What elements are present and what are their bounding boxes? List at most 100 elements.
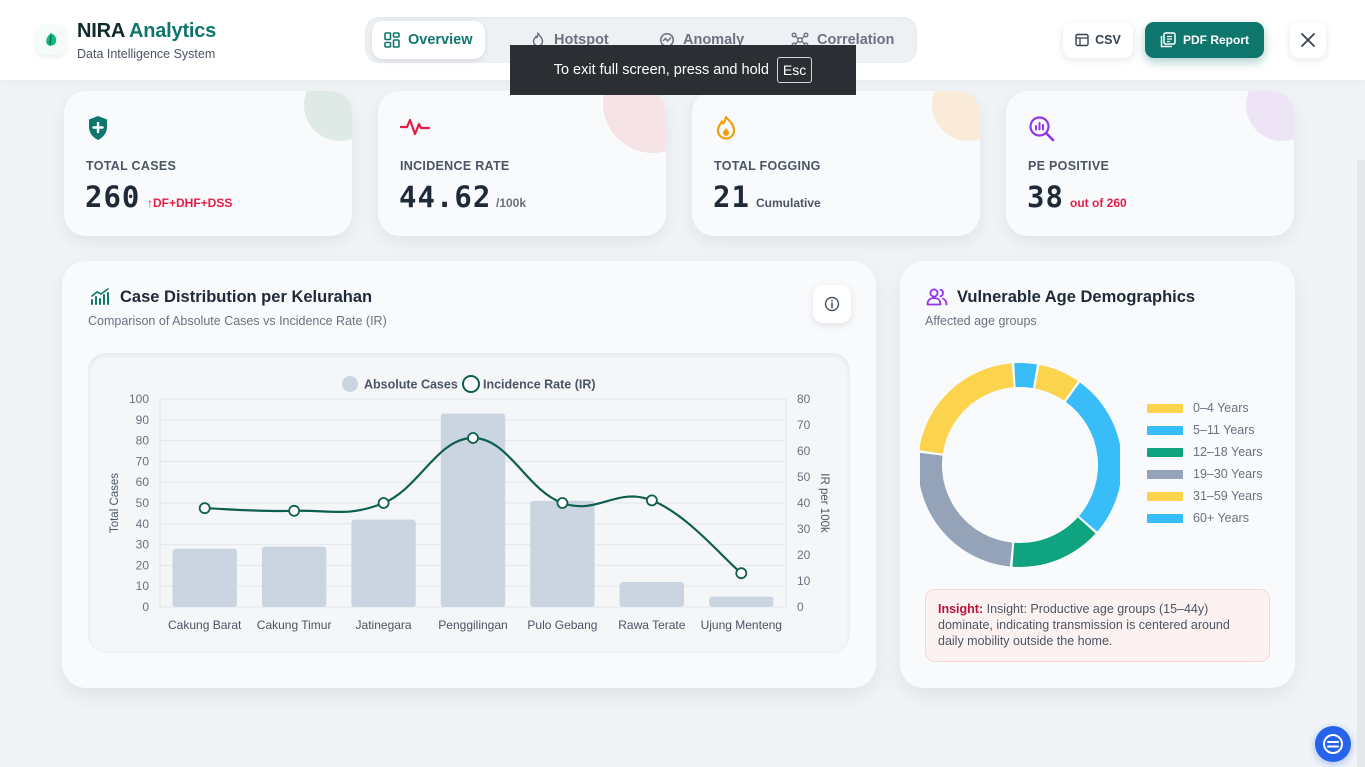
stat-note: out of 260	[1070, 196, 1127, 210]
legend-label: 12–18 Years	[1193, 445, 1263, 459]
y2-tick-label: 70	[797, 418, 811, 432]
scrollbar[interactable]	[1357, 160, 1365, 767]
tab-hotspot[interactable]: Hotspot	[518, 21, 621, 59]
stat-value: 44.62	[399, 180, 492, 214]
bar	[261, 546, 327, 607]
toast-key: Esc	[776, 57, 813, 83]
donut-slice	[1012, 517, 1096, 567]
bar	[172, 548, 237, 607]
fire-icon	[714, 115, 738, 146]
legend-item[interactable]: 60+ Years	[1147, 510, 1267, 526]
leaf-icon	[36, 25, 66, 55]
donut-slice	[1065, 382, 1120, 532]
close-icon	[1301, 33, 1315, 47]
y-tick-label: 0	[142, 600, 149, 614]
tab-label: Anomaly	[683, 32, 745, 48]
x-tick-label: Jatinegara	[356, 618, 412, 632]
y-tick-label: 60	[136, 475, 150, 489]
info-icon	[824, 296, 840, 312]
case-distribution-panel: Case Distribution per Kelurahan Comparis…	[62, 261, 876, 688]
legend-item[interactable]: 12–18 Years	[1147, 444, 1267, 460]
legend-item[interactable]: 0–4 Years	[1147, 400, 1267, 416]
y2-tick-label: 0	[797, 600, 804, 614]
stat-value: 260	[85, 180, 141, 214]
table-icon	[1075, 33, 1089, 47]
y2-tick-label: 50	[797, 470, 811, 484]
y2-tick-label: 60	[797, 444, 811, 458]
fullscreen-toast: To exit full screen, press and hold Esc	[510, 45, 856, 95]
ir-point	[377, 497, 390, 509]
stat-card-total-cases: TOTAL CASES 260 ↑DF+DHF+DSS	[64, 91, 352, 236]
bar	[709, 596, 774, 607]
legend-label: 60+ Years	[1193, 511, 1249, 525]
legend-swatch	[1147, 491, 1183, 501]
y-tick-label: 10	[136, 579, 150, 593]
legend-item[interactable]: 5–11 Years	[1147, 422, 1267, 438]
assistant-button[interactable]	[1315, 726, 1351, 762]
panel-subtitle: Affected age groups	[925, 314, 1037, 328]
legend-marker-ir	[462, 375, 480, 393]
legend-label: 5–11 Years	[1193, 423, 1255, 437]
y-tick-label: 90	[136, 413, 150, 427]
tab-label: Overview	[408, 32, 473, 48]
legend-label: 19–30 Years	[1193, 467, 1263, 481]
info-button[interactable]	[813, 285, 851, 323]
network-icon	[791, 32, 809, 48]
legend-item[interactable]: 19–30 Years	[1147, 466, 1267, 482]
search-chart-icon	[1028, 115, 1056, 148]
y-axis-title: Total Cases	[109, 473, 121, 533]
ir-point	[556, 497, 569, 509]
bar	[440, 413, 506, 607]
grid-icon	[384, 32, 400, 48]
case-chart-container: 0 10 20 30 40 50 60 70 80 90 100 0 10 20 30 40 50 60 70 80 T…	[88, 353, 850, 653]
x-tick-label: Ujung Menteng	[701, 618, 782, 632]
y-tick-label: 40	[136, 517, 150, 531]
bar	[530, 500, 595, 607]
y2-tick-label: 80	[797, 392, 811, 406]
legend-marker-cases	[342, 376, 358, 392]
legend-swatch	[1147, 513, 1183, 523]
csv-button[interactable]: CSV	[1063, 22, 1133, 58]
pdf-label: PDF Report	[1183, 33, 1249, 47]
stat-label: TOTAL FOGGING	[714, 159, 821, 173]
pdf-report-button[interactable]: PDF Report	[1145, 22, 1264, 58]
y2-tick-label: 30	[797, 522, 811, 536]
stat-note: Cumulative	[756, 196, 821, 210]
x-tick-label: Pulo Gebang	[527, 618, 597, 632]
x-tick-label: Cakung Timur	[257, 618, 332, 632]
ir-point	[467, 432, 479, 444]
insight-text: Insight: Productive age groups (15–44y) …	[938, 602, 1230, 648]
y2-tick-label: 20	[797, 548, 811, 562]
toast-text: To exit full screen, press and hold	[553, 62, 769, 78]
close-button[interactable]	[1290, 22, 1326, 58]
trend-chart-icon	[90, 288, 110, 311]
ir-point	[288, 504, 301, 517]
donut-slice	[920, 452, 1013, 567]
legend-swatch	[1147, 403, 1183, 413]
y-tick-label: 20	[136, 558, 150, 572]
tab-correlation[interactable]: Correlation	[779, 21, 906, 59]
donut-slice	[1014, 363, 1038, 389]
csv-label: CSV	[1095, 33, 1121, 47]
bar	[619, 582, 685, 607]
legend-item[interactable]: 31–59 Years	[1147, 488, 1267, 504]
stat-note: /100k	[496, 196, 527, 210]
donut-hole	[943, 388, 1097, 542]
stat-label: PE POSITIVE	[1028, 159, 1110, 173]
brand-title: NIRA Analytics	[77, 20, 217, 42]
legend-label-cases: Absolute Cases	[364, 378, 458, 392]
legend-swatch	[1147, 447, 1183, 457]
y-tick-label: 100	[129, 392, 149, 406]
tab-overview[interactable]: Overview	[372, 21, 485, 59]
donut-slice	[1034, 364, 1078, 401]
ir-point	[645, 494, 658, 507]
legend-label: 0–4 Years	[1193, 401, 1249, 415]
tab-label: Hotspot	[554, 32, 609, 48]
age-demographics-panel: Vulnerable Age Demographics Affected age…	[900, 261, 1295, 688]
y-tick-label: 80	[136, 434, 150, 448]
insight-box: Insight: Insight: Productive age groups …	[925, 589, 1270, 662]
stat-label: TOTAL CASES	[86, 159, 177, 173]
flame-icon	[532, 32, 544, 47]
legend-label: 31–59 Years	[1193, 489, 1263, 503]
y2-tick-label: 10	[797, 574, 811, 588]
